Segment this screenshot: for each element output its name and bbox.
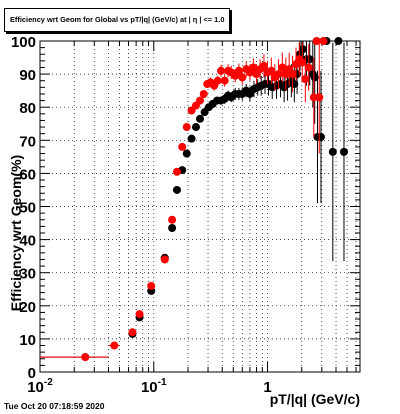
x-tick-label-base: 10 [27,379,44,396]
timestamp: Tue Oct 20 07:18:59 2020 [4,401,105,411]
x-tick-label-base: 1 [263,379,271,396]
data-point [168,224,177,233]
data-point [305,55,314,64]
data-point [301,75,310,84]
x-tick-label-exponent: -1 [158,377,167,388]
chart-title: Efficiency wrt Geom for Global vs pT/|q|… [4,8,231,32]
data-point [220,76,229,85]
data-point [238,73,247,82]
y-tick-label: 40 [19,233,36,250]
data-point [81,353,90,362]
data-point [234,66,243,75]
data-point [187,134,196,143]
data-point [147,281,156,290]
data-point [319,37,328,45]
y-tick-label: 70 [19,133,36,150]
data-point [288,70,297,79]
data-point [110,341,119,350]
data-point [168,215,177,224]
x-tick-label: 10-1 [141,377,167,396]
data-point [339,147,348,156]
data-point [196,96,205,105]
data-point [128,328,137,337]
data-point [259,61,268,70]
data-point [196,114,205,123]
y-tick-label: 10 [19,332,36,349]
data-point [309,93,318,102]
data-point [310,73,319,82]
data-point [182,123,191,132]
data-point [249,63,258,72]
data-point [178,142,187,151]
y-tick-label: 50 [19,200,36,217]
data-point [160,255,169,264]
data-point [182,149,191,158]
data-point [217,66,226,75]
x-tick-label-base: 10 [141,379,158,396]
data-point [267,66,276,75]
y-tick-label: 20 [19,299,36,316]
data-point [316,132,325,141]
y-tick-label: 60 [19,166,36,183]
y-tick-label: 80 [19,100,36,117]
data-point [274,70,283,79]
data-point [191,123,200,132]
series-group-1 [40,37,328,362]
x-axis-label: pT/|q| (GeV/c) [269,391,360,407]
data-point [312,37,321,45]
x-tick-label: 10-2 [27,377,53,396]
data-point [328,147,337,156]
y-tick-label: 30 [19,266,36,283]
data-point [315,93,324,102]
data-point [304,63,313,72]
y-tick-label: 100 [11,34,36,51]
data-point [213,76,222,85]
data-point [172,167,181,176]
data-point [135,310,144,319]
x-tick-label: 1 [263,379,271,396]
y-tick-label: 0 [28,365,36,382]
data-point [172,185,181,194]
data-point [199,89,208,98]
data-point [334,37,343,45]
y-axis-label: Efficiency wrt Geom(%) [8,154,24,312]
data-point [298,58,307,67]
y-tick-label: 90 [19,67,36,84]
x-tick-label-exponent: -2 [44,377,53,388]
data-point [298,45,307,54]
data-point [278,63,287,72]
